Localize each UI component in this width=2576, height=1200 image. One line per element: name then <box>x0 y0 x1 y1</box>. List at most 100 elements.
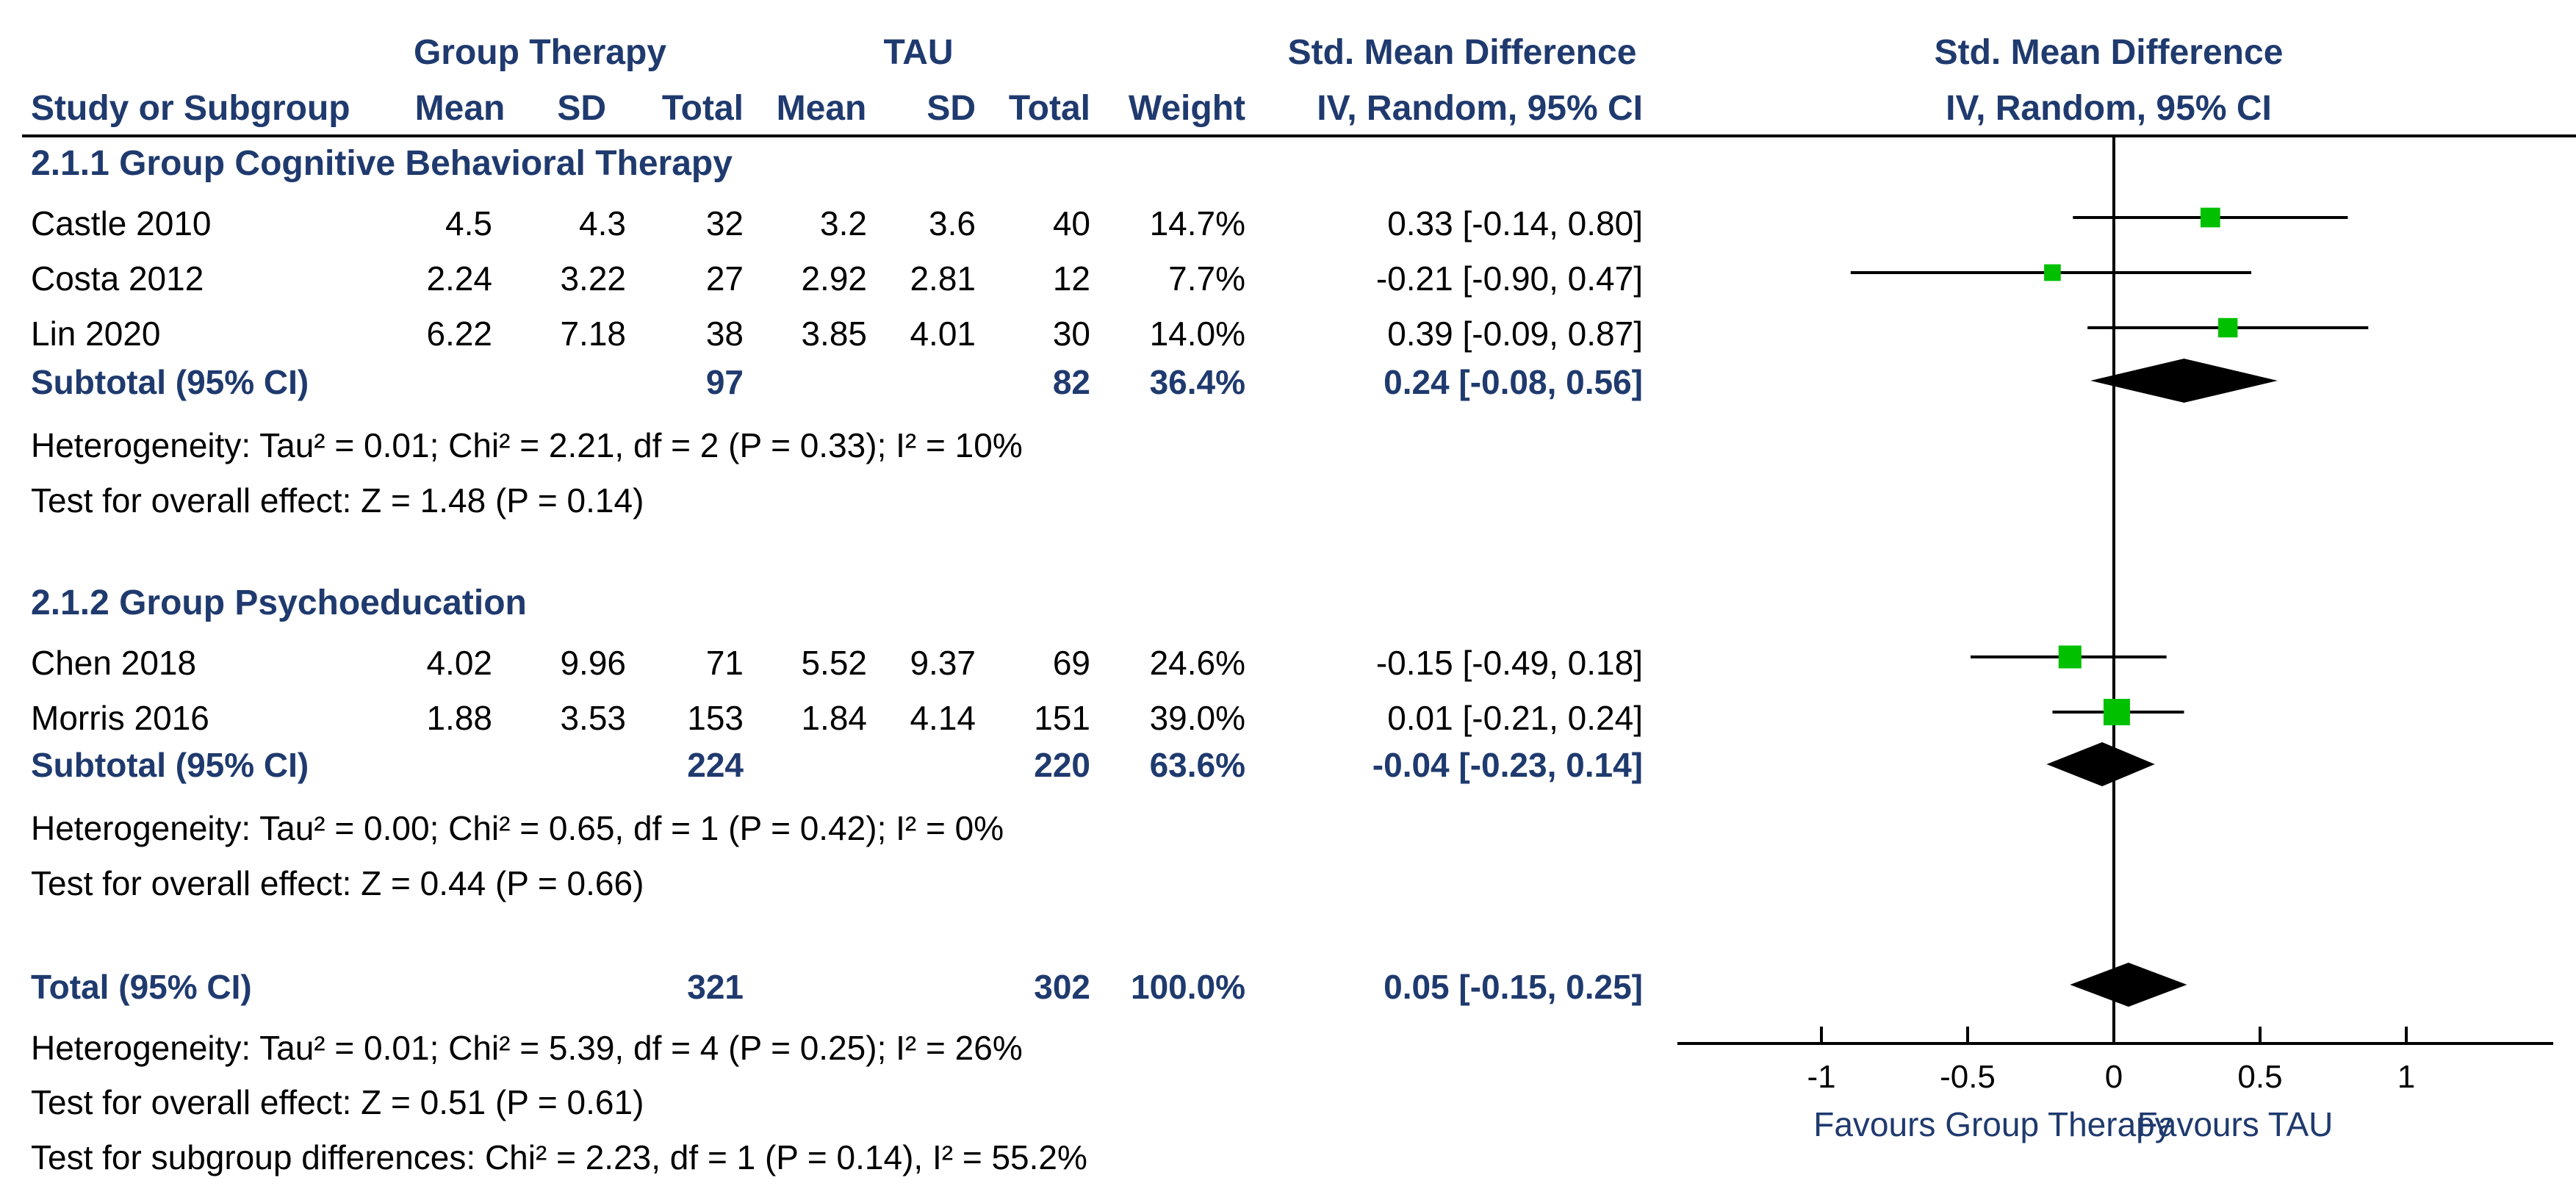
weight: 39.0% <box>1150 699 1245 737</box>
col-mean-1: Mean <box>415 89 506 128</box>
overall-effect-text: Test for overall effect: Z = 0.44 (P = 0… <box>31 864 644 902</box>
total-label: Total (95% CI) <box>31 968 252 1006</box>
sd-2: 4.14 <box>910 699 976 737</box>
tau-header: TAU <box>883 33 953 72</box>
heterogeneity-text: Heterogeneity: Tau² = 0.00; Chi² = 0.65,… <box>31 809 1004 847</box>
x-axis-tick-label: 0.5 <box>2237 1059 2282 1095</box>
x-axis-tick-label: -1 <box>1807 1059 1835 1095</box>
subtotal-n1: 224 <box>687 746 744 784</box>
sd-1: 7.18 <box>560 315 626 353</box>
mean-2: 1.84 <box>801 699 867 737</box>
total-2: 69 <box>1053 644 1090 682</box>
weight: 7.7% <box>1168 259 1245 298</box>
total-2: 12 <box>1053 259 1090 298</box>
sd-1: 3.22 <box>560 259 626 298</box>
sd-1: 9.96 <box>560 644 626 682</box>
x-axis-tick-label: -0.5 <box>1940 1059 1996 1095</box>
total-ci: 0.05 [-0.15, 0.25] <box>1384 968 1643 1006</box>
col-study: Study or Subgroup <box>31 89 350 128</box>
total-heterogeneity-text: Heterogeneity: Tau² = 0.01; Chi² = 5.39,… <box>31 1029 1023 1067</box>
subtotal-label: Subtotal (95% CI) <box>31 363 309 401</box>
mean-2: 2.92 <box>801 259 867 298</box>
col-sd-1: SD <box>557 89 606 128</box>
subtotal-label: Subtotal (95% CI) <box>31 746 309 784</box>
subtotal-ci: 0.24 [-0.08, 0.56] <box>1384 363 1643 401</box>
total-2: 40 <box>1053 204 1090 242</box>
total-n1: 321 <box>687 968 744 1006</box>
subgroup-title: 2.1.2 Group Psychoeducation <box>31 583 527 622</box>
subtotal-n2: 220 <box>1034 746 1090 784</box>
summary-diamond <box>2046 742 2155 786</box>
total-1: 32 <box>706 204 744 242</box>
col-mean-2: Mean <box>777 89 867 128</box>
study-name: Morris 2016 <box>31 699 209 737</box>
subtotal-n1: 97 <box>706 363 744 401</box>
effect-col-title: Std. Mean Difference <box>1288 33 1637 72</box>
total-row: Total (95% CI) 321 302 100.0% 0.05 [-0.1… <box>31 968 1643 1006</box>
mean-1: 4.02 <box>426 644 492 682</box>
plot-title: Std. Mean Difference <box>1935 33 2284 72</box>
weight: 14.0% <box>1150 315 1245 353</box>
subtotal-n2: 82 <box>1053 363 1090 401</box>
study-estimate-marker <box>2218 317 2238 338</box>
mean-2: 5.52 <box>801 644 867 682</box>
effect-ci: -0.15 [-0.49, 0.18] <box>1376 644 1643 682</box>
study-name: Castle 2010 <box>31 204 212 242</box>
sd-2: 2.81 <box>910 259 976 298</box>
study-name: Chen 2018 <box>31 644 196 682</box>
study-name: Lin 2020 <box>31 315 161 353</box>
effect-col-sub: IV, Random, 95% CI <box>1317 89 1643 128</box>
mean-2: 3.2 <box>820 204 867 242</box>
effect-ci: 0.33 [-0.14, 0.80] <box>1387 204 1643 242</box>
table-row: Chen 2018 4.02 9.96 71 5.52 9.37 69 24.6… <box>31 644 1643 682</box>
subtotal-row: Subtotal (95% CI) 97 82 36.4% 0.24 [-0.0… <box>31 363 1643 401</box>
summary-diamond <box>2070 963 2187 1007</box>
favours-right-label: Favours TAU <box>2137 1105 2334 1143</box>
col-total-1: Total <box>662 89 744 128</box>
total-2: 30 <box>1053 315 1090 353</box>
weight: 24.6% <box>1150 644 1245 682</box>
mean-1: 1.88 <box>426 699 492 737</box>
total-1: 153 <box>687 699 744 737</box>
table-row: Morris 2016 1.88 3.53 153 1.84 4.14 151 … <box>31 699 1643 737</box>
table-row: Lin 2020 6.22 7.18 38 3.85 4.01 30 14.0%… <box>31 315 1643 353</box>
summary-diamond <box>2090 359 2278 403</box>
col-total-2: Total <box>1009 89 1090 128</box>
mean-1: 6.22 <box>426 315 492 353</box>
heterogeneity-text: Heterogeneity: Tau² = 0.01; Chi² = 2.21,… <box>31 426 1023 464</box>
group-therapy-header: Group Therapy <box>414 33 666 72</box>
total-overall-effect-text: Test for overall effect: Z = 0.51 (P = 0… <box>31 1083 644 1121</box>
effect-ci: 0.01 [-0.21, 0.24] <box>1387 699 1643 737</box>
subtotal-row: Subtotal (95% CI) 224 220 63.6% -0.04 [-… <box>31 746 1643 784</box>
col-sd-2: SD <box>927 89 976 128</box>
plot-sub: IV, Random, 95% CI <box>1946 89 2272 128</box>
overall-effect-text: Test for overall effect: Z = 1.48 (P = 0… <box>31 481 644 520</box>
study-estimate-marker <box>2103 699 2130 725</box>
total-n2: 302 <box>1034 968 1090 1006</box>
study-estimate-marker <box>2200 207 2220 228</box>
study-estimate-marker <box>2058 645 2082 669</box>
total-1: 71 <box>706 644 744 682</box>
sd-2: 9.37 <box>910 644 976 682</box>
subtotal-weight: 63.6% <box>1150 746 1245 784</box>
effect-ci: 0.39 [-0.09, 0.87] <box>1387 315 1643 353</box>
subgroup-differences-text: Test for subgroup differences: Chi² = 2.… <box>31 1138 1087 1176</box>
subtotal-weight: 36.4% <box>1150 363 1245 401</box>
total-1: 38 <box>706 315 744 353</box>
sd-2: 3.6 <box>929 204 976 242</box>
sd-1: 3.53 <box>560 699 626 737</box>
col-weight: Weight <box>1129 89 1245 128</box>
subtotal-ci: -0.04 [-0.23, 0.14] <box>1372 746 1643 784</box>
x-axis-tick-label: 1 <box>2397 1059 2415 1095</box>
mean-1: 4.5 <box>445 204 492 242</box>
sd-2: 4.01 <box>910 315 976 353</box>
study-name: Costa 2012 <box>31 259 204 298</box>
favours-left-label: Favours Group Therapy <box>1813 1105 2172 1143</box>
x-axis-tick-label: 0 <box>2105 1059 2123 1095</box>
forest-plot: -1 -0.5 0 0.5 1 <box>1677 137 2553 1095</box>
study-estimate-marker <box>2044 264 2061 281</box>
subgroup-title: 2.1.1 Group Cognitive Behavioral Therapy <box>31 144 733 183</box>
total-1: 27 <box>706 259 744 298</box>
total-weight: 100.0% <box>1131 968 1245 1006</box>
